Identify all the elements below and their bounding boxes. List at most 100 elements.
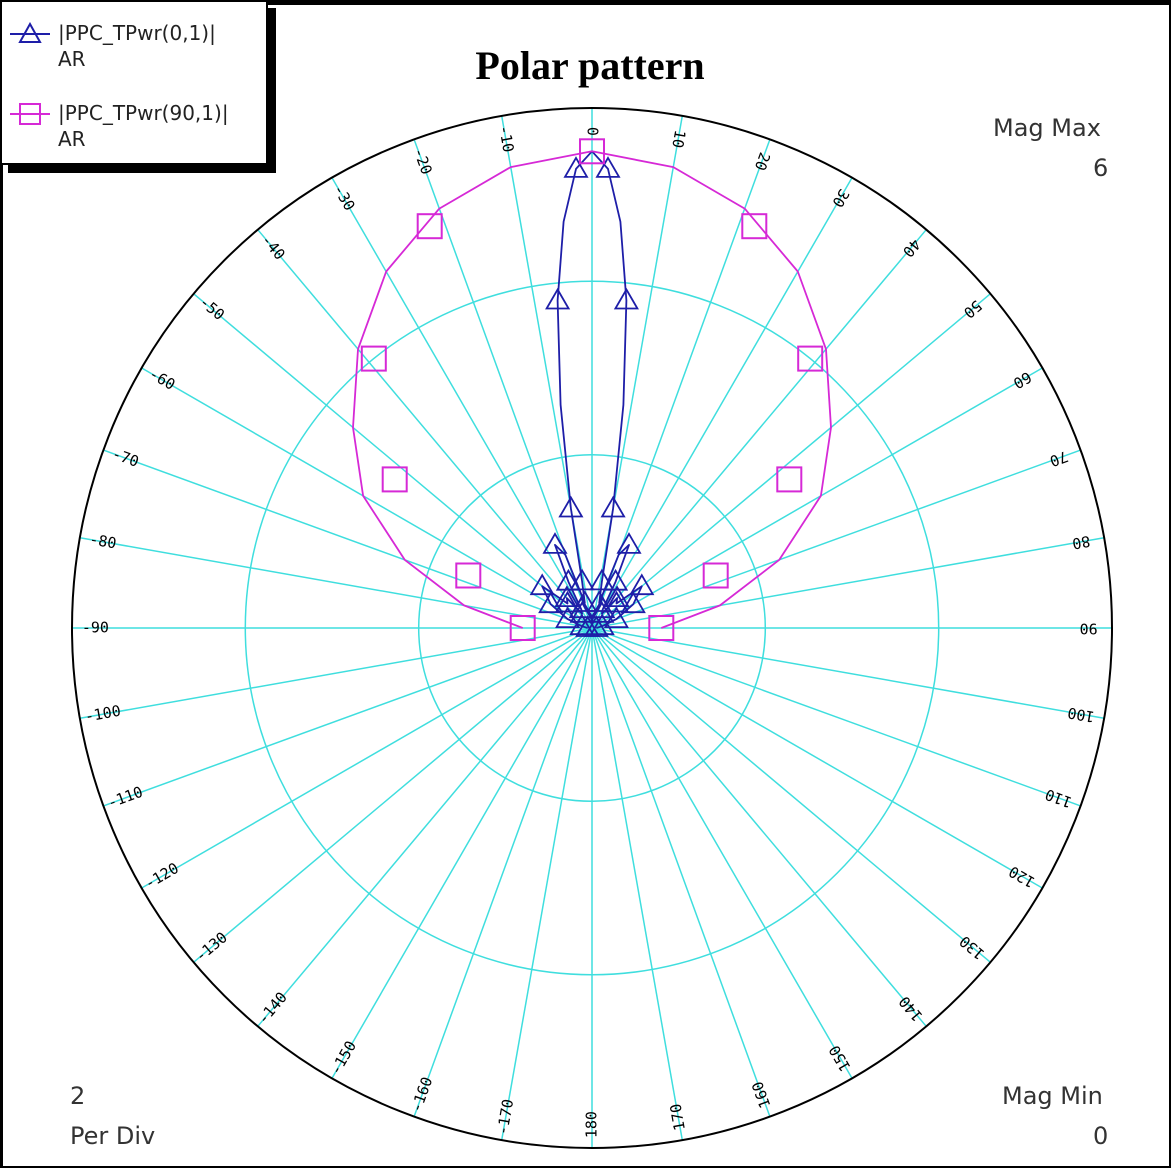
per-div-label: Per Div — [70, 1122, 156, 1150]
triangle-marker — [613, 287, 639, 310]
square-marker — [741, 213, 768, 240]
grid-spoke — [257, 627, 593, 1027]
angle-tick-label: 160 — [748, 1079, 774, 1111]
triangle-marker — [563, 156, 589, 178]
angle-tick-label: 60 — [1010, 368, 1035, 393]
square-marker — [797, 345, 824, 372]
angle-tick-label: 120 — [1006, 862, 1038, 891]
grid-spoke — [591, 627, 771, 1117]
legend-series-sub: AR — [58, 127, 86, 151]
mag-max-label: Mag Max — [993, 114, 1101, 142]
grid-spoke — [193, 627, 593, 963]
square-marker — [416, 213, 443, 240]
triangle-marker — [616, 532, 642, 554]
grid-ring — [244, 280, 940, 976]
mag-max-value: 6 — [1093, 154, 1109, 182]
angle-tick-label: -10 — [495, 124, 517, 154]
angle-tick-label: -120 — [142, 859, 182, 893]
grid-spoke — [591, 627, 853, 1079]
angle-tick-label: 30 — [828, 186, 853, 211]
grid-spoke — [103, 449, 593, 629]
angle-tick-label: 10 — [668, 129, 689, 150]
grid-ring — [417, 453, 767, 803]
grid-spoke — [413, 627, 593, 1117]
angle-tick-label: -160 — [407, 1074, 436, 1114]
triangle-marker — [603, 590, 630, 613]
angle-tick-label: 90 — [1080, 620, 1098, 638]
angle-tick-label: 70 — [1047, 447, 1070, 470]
triangle-marker — [555, 568, 581, 591]
grid-spoke — [591, 367, 1043, 629]
triangle-marker — [604, 585, 630, 607]
angle-tick-label: 110 — [1043, 785, 1075, 811]
angle-tick-label: -90 — [82, 619, 109, 637]
grid-spoke — [500, 627, 593, 1141]
square-marker — [648, 615, 675, 641]
grid-spoke — [79, 536, 593, 629]
angle-tick-label: 20 — [751, 150, 774, 173]
angle-tick-label: -150 — [326, 1038, 360, 1078]
angle-tick-label: -60 — [146, 365, 178, 394]
triangle-marker — [600, 495, 626, 518]
angle-tick-label: -110 — [105, 783, 145, 812]
grid-spoke — [591, 229, 927, 629]
triangle-marker — [603, 606, 629, 628]
square-marker — [455, 562, 482, 589]
square-marker — [381, 466, 408, 493]
grid-spoke — [591, 627, 1105, 720]
grid-spoke — [591, 627, 927, 1027]
angle-tick-label: 0 — [584, 127, 602, 136]
triangle-marker — [545, 287, 571, 310]
triangle-marker — [589, 613, 615, 636]
mag-min-label: Mag Min — [1002, 1082, 1103, 1110]
angle-tick-label: -130 — [192, 928, 231, 965]
square-marker — [702, 562, 729, 589]
square-marker-icon — [10, 103, 50, 125]
triangle-marker — [572, 590, 598, 612]
triangle-marker — [569, 568, 595, 591]
mag-min-value: 0 — [1093, 1122, 1109, 1150]
series-line-1 — [352, 150, 832, 629]
square-marker — [579, 138, 605, 165]
legend-series-name: |PPC_TPwr(90,1)| — [58, 101, 229, 125]
grid-spoke — [591, 627, 1081, 807]
triangle-marker — [554, 585, 580, 607]
angle-tick-label: -30 — [330, 181, 359, 213]
triangle-marker — [558, 495, 584, 518]
angle-tick-label: 80 — [1071, 532, 1092, 553]
legend-series-name: |PPC_TPwr(0,1)| — [58, 21, 216, 45]
grid-spoke — [331, 627, 593, 1079]
grid-spoke — [591, 627, 684, 1141]
grid-spoke — [591, 293, 991, 629]
triangle-marker — [529, 573, 555, 596]
grid-spoke — [591, 449, 1081, 629]
angle-tick-label: -170 — [493, 1098, 517, 1137]
angle-tick-label: 150 — [825, 1042, 854, 1074]
triangle-marker — [589, 568, 615, 591]
triangle-marker — [554, 590, 581, 613]
grid-spoke — [141, 367, 593, 629]
grid-spoke — [257, 229, 593, 629]
square-marker — [360, 345, 387, 372]
grid-spoke — [591, 627, 1043, 889]
grid-spoke — [141, 627, 593, 889]
grid-spoke — [79, 627, 593, 720]
angle-tick-label: -70 — [110, 445, 142, 471]
per-div-value: 2 — [70, 1082, 86, 1110]
square-marker — [509, 615, 536, 641]
outer-ring — [71, 107, 1113, 1149]
triangle-marker — [595, 156, 621, 178]
triangle-marker — [542, 532, 568, 554]
angle-tick-label: -100 — [83, 702, 122, 726]
legend: |PPC_TPwr(0,1)| AR |PPC_TPwr(90,1)| AR — [0, 0, 268, 165]
triangle-marker — [569, 601, 595, 623]
triangle-marker — [629, 573, 655, 596]
angle-tick-label: -20 — [410, 145, 436, 177]
grid-spoke — [591, 627, 991, 963]
triangle-marker — [538, 591, 564, 614]
grid-spoke — [193, 293, 593, 629]
triangle-marker — [620, 591, 646, 614]
triangle-marker-icon — [10, 22, 50, 43]
